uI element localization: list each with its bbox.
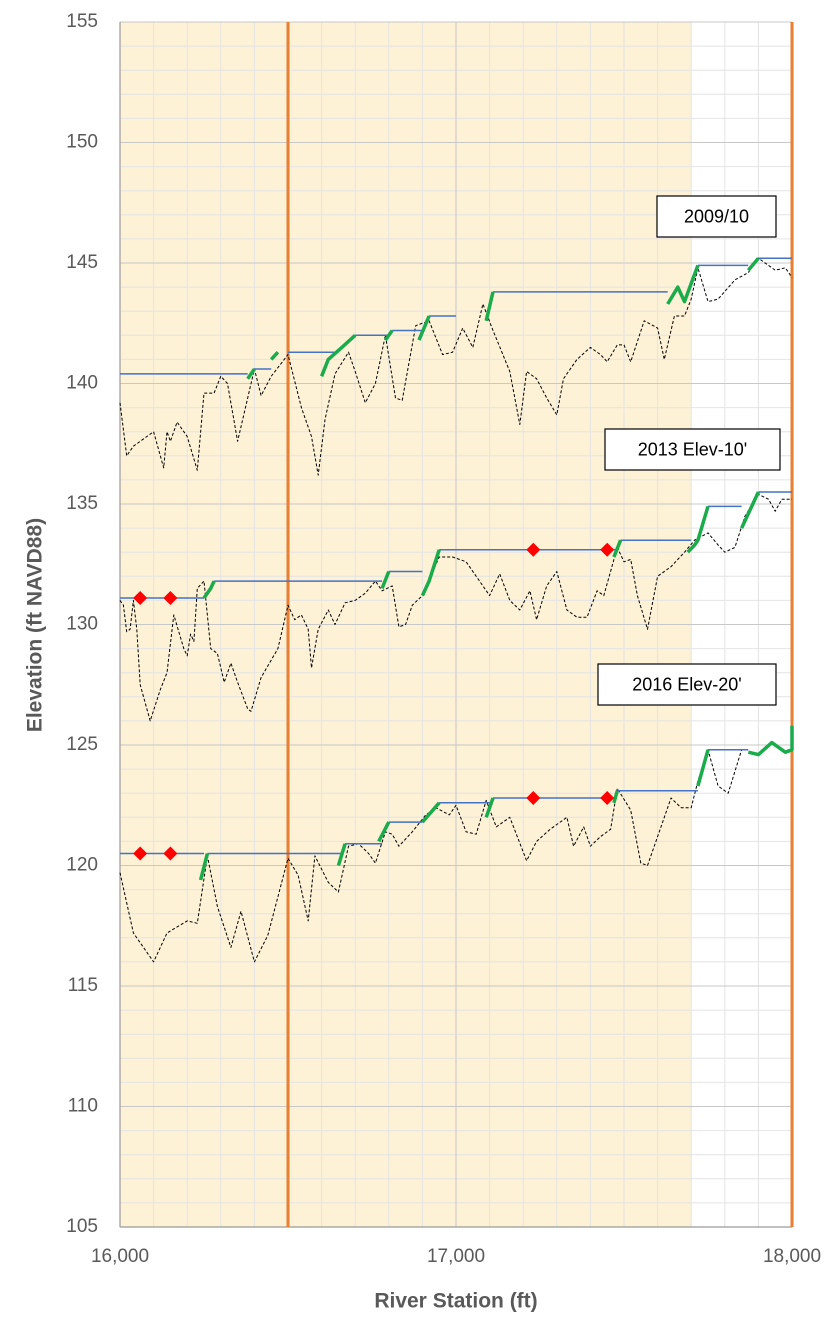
profile-line — [686, 505, 710, 554]
profile-line — [119, 257, 793, 476]
profile-line — [377, 821, 391, 843]
diamond-marker — [163, 846, 178, 861]
y-axis-title: Elevation (ft NAVD88) — [24, 518, 47, 732]
profile-line — [380, 570, 391, 590]
profile-line — [747, 725, 794, 757]
x-tick-label: 18,000 — [763, 1246, 821, 1267]
profile-line — [484, 291, 495, 322]
profile-line — [420, 549, 441, 597]
y-tick-label: 145 — [66, 252, 98, 273]
y-tick-label: 155 — [66, 11, 98, 32]
profile-line — [612, 790, 619, 804]
profile-line — [612, 539, 623, 558]
annotation-box — [656, 195, 777, 238]
profile-line — [746, 257, 760, 272]
y-tick-label: 115 — [68, 975, 98, 996]
diamond-marker — [163, 590, 178, 605]
annotation: 2009/10 — [684, 206, 749, 226]
diamond-marker — [133, 590, 148, 605]
y-tick-label: 105 — [66, 1216, 98, 1237]
diamond-marker — [526, 791, 541, 806]
profile-line — [417, 315, 431, 341]
annotation-box — [604, 428, 781, 471]
x-tick-label: 17,000 — [427, 1246, 485, 1267]
x-tick-label: 16,000 — [91, 1246, 149, 1267]
diamond-marker — [526, 542, 541, 557]
y-tick-label: 130 — [66, 614, 98, 635]
y-tick-label: 125 — [66, 734, 98, 755]
y-tick-label: 110 — [68, 1096, 98, 1117]
diamond-marker — [600, 791, 615, 806]
profile-line — [336, 843, 347, 867]
profile-line — [740, 491, 760, 529]
profile-line — [484, 797, 495, 818]
profile-line — [666, 264, 700, 305]
y-tick-label: 140 — [66, 373, 98, 394]
annotation-box — [597, 663, 777, 706]
profile-line — [198, 853, 210, 881]
profile-line — [421, 801, 441, 824]
profile-line — [269, 351, 280, 361]
annotation: 2013 Elev-10' — [638, 439, 748, 459]
y-tick-label: 135 — [66, 493, 98, 514]
profile-line — [119, 493, 792, 722]
profile-line — [383, 329, 394, 342]
profile-line — [119, 749, 743, 963]
y-tick-label: 150 — [66, 132, 98, 153]
diamond-marker — [133, 846, 148, 861]
profile-line — [202, 580, 216, 600]
annotation: 2016 Elev-20' — [632, 674, 742, 694]
y-tick-label: 120 — [66, 855, 98, 876]
profile-line — [696, 749, 710, 787]
diamond-marker — [600, 542, 615, 557]
profile-line — [246, 368, 256, 380]
x-axis-title: River Station (ft) — [374, 1290, 537, 1313]
profile-line — [319, 334, 357, 377]
